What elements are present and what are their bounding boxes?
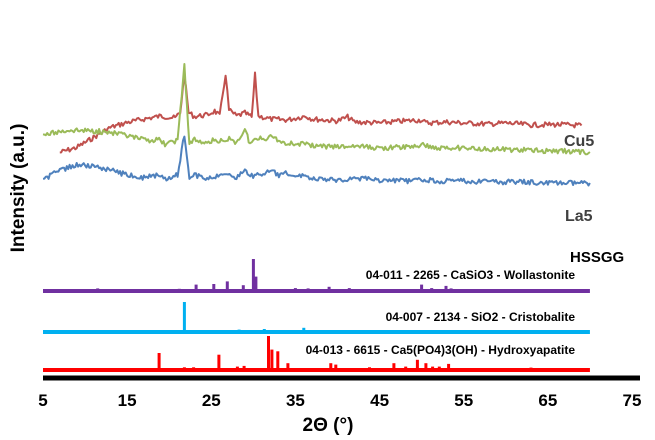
x-tick-label: 75 <box>623 391 642 410</box>
reference-peak <box>522 289 526 291</box>
reference-peak <box>194 284 198 291</box>
reference-peak <box>225 281 229 291</box>
reference-peak <box>444 285 448 291</box>
reference-peak <box>241 285 245 291</box>
reference-peak <box>182 302 186 332</box>
reference-peak <box>212 284 216 291</box>
reference-peak <box>298 368 302 370</box>
reference-peak <box>242 365 246 370</box>
y-axis-title: Intensity (a.u.) <box>8 124 29 253</box>
x-tick-label: 25 <box>202 391 221 410</box>
reference-peak <box>431 366 435 370</box>
reference-peak <box>329 363 333 370</box>
reference-peak <box>96 288 100 291</box>
reference-peak <box>357 330 360 332</box>
reference-peak <box>504 289 508 291</box>
reference-peak <box>90 368 94 370</box>
x-tick-label: 45 <box>370 391 389 410</box>
reference-peak <box>449 288 453 291</box>
reference-peak <box>177 288 181 291</box>
reference-peak <box>394 330 398 332</box>
reference-peak <box>327 286 331 291</box>
reference-peak <box>157 353 161 370</box>
reference-peak <box>352 368 356 370</box>
reference-peak <box>479 368 483 370</box>
series-line-hssgg <box>42 135 591 187</box>
reference-peak <box>302 327 306 332</box>
reference-peak <box>192 367 196 370</box>
reference-pattern-3 <box>43 336 590 372</box>
reference-label-1: 04-011 - 2265 - CaSiO3 - Wollastonite <box>366 268 576 282</box>
reference-pattern-2 <box>43 302 590 334</box>
reference-peak <box>480 289 484 291</box>
reference-peak <box>430 288 434 291</box>
reference-label-2: 04-007 - 2134 - SiO2 - Cristobalite <box>386 310 576 324</box>
reference-peak <box>277 289 281 291</box>
reference-peak <box>286 363 290 370</box>
series-label-hssgg: HSSGG <box>570 249 624 266</box>
reference-peak <box>251 259 255 291</box>
reference-peak <box>306 288 310 291</box>
reference-peak <box>469 368 473 370</box>
reference-peak <box>508 330 512 332</box>
x-tick-label: 5 <box>38 391 47 410</box>
reference-peak <box>235 366 239 370</box>
series-line-cu5 <box>59 71 583 154</box>
reference-peak <box>399 289 403 291</box>
reference-peak <box>217 354 221 370</box>
reference-peak <box>518 368 522 370</box>
reference-peak <box>276 351 280 370</box>
reference-peak <box>293 288 297 291</box>
x-axis-title: 2Θ (°) <box>303 415 354 436</box>
reference-label-3: 04-013 - 6615 - Ca5(PO4)3(OH) - Hydroxya… <box>306 343 576 357</box>
series-layer <box>42 63 591 187</box>
reference-pattern-1 <box>43 259 590 293</box>
reference-peak <box>554 289 558 291</box>
reference-peak <box>262 329 266 332</box>
reference-peak <box>380 368 384 370</box>
series-line-la5 <box>42 63 591 156</box>
reference-peak <box>254 276 258 291</box>
labels-layer: Cu5 La5 HSSGG 04-011 - 2265 - CaSiO3 - Woll… <box>306 133 625 357</box>
reference-peak <box>140 368 144 370</box>
x-tick-label: 65 <box>538 391 557 410</box>
x-tick-label: 55 <box>454 391 473 410</box>
series-label-la5: La5 <box>565 208 593 225</box>
reference-peak <box>404 366 408 370</box>
reference-peak <box>392 363 396 370</box>
reference-peak <box>368 367 371 370</box>
reference-peak <box>376 330 380 332</box>
reference-peak <box>373 289 377 291</box>
reference-peak <box>182 367 186 370</box>
reference-peak <box>447 363 451 370</box>
reference-peak <box>546 330 550 332</box>
reference-peak <box>334 364 338 370</box>
reference-peak <box>479 330 482 332</box>
reference-peak <box>466 289 470 291</box>
x-tick-label: 35 <box>286 391 305 410</box>
reference-patterns-layer <box>43 259 590 372</box>
x-tick-label: 15 <box>118 391 137 410</box>
reference-peak <box>237 329 241 332</box>
reference-peak <box>529 367 533 370</box>
reference-peak <box>437 366 441 370</box>
reference-peak <box>424 363 428 370</box>
reference-peak <box>267 336 270 370</box>
reference-peak <box>420 284 424 291</box>
reference-peak <box>538 368 542 370</box>
reference-peak <box>347 288 351 291</box>
x-axis: 5 15 25 35 45 55 65 75 <box>38 375 642 410</box>
reference-peak <box>415 359 419 370</box>
reference-peak <box>546 368 550 370</box>
reference-peak <box>270 349 274 370</box>
reference-peak <box>407 330 411 332</box>
series-label-cu5: Cu5 <box>564 133 594 150</box>
reference-peak <box>266 289 270 291</box>
